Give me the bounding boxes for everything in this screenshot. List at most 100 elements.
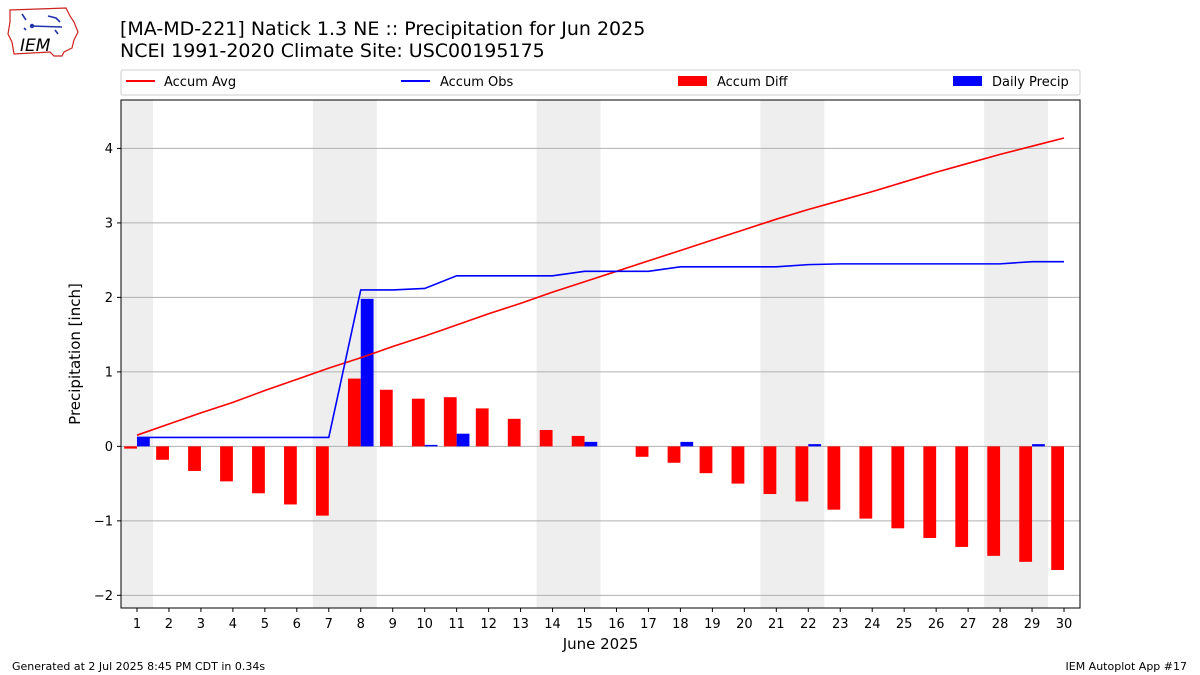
line-accum-avg <box>136 137 1065 436</box>
weekend-band-2 <box>536 100 601 608</box>
x-tick-label: 22 <box>800 617 817 632</box>
x-tick-label: 20 <box>736 617 753 632</box>
generated-timestamp: Generated at 2 Jul 2025 8:45 PM CDT in 0… <box>12 660 266 673</box>
x-tick-label: 28 <box>992 617 1009 632</box>
chart-subtitle: NCEI 1991-2020 Climate Site: USC00195175 <box>120 40 545 62</box>
bar-daily-precip-day-11 <box>456 433 470 447</box>
bar-accum-diff-day-11 <box>443 397 457 447</box>
chart-title: [MA-MD-221] Natick 1.3 NE :: Precipitati… <box>120 18 646 40</box>
weekend-band-3 <box>760 100 825 608</box>
y-tick-label: 1 <box>105 365 113 380</box>
bar-accum-diff-day-25 <box>891 446 905 529</box>
x-tick-label: 9 <box>389 617 397 632</box>
bar-accum-diff-day-6 <box>284 446 297 505</box>
bar-accum-diff-day-5 <box>252 446 265 494</box>
bar-accum-diff-day-14 <box>539 429 553 447</box>
bar-accum-diff-day-7 <box>315 446 329 516</box>
bar-accum-diff-day-18 <box>667 446 681 463</box>
x-tick-label: 6 <box>293 617 301 632</box>
y-tick-label: 3 <box>105 216 113 231</box>
x-tick-label: 11 <box>448 617 465 632</box>
bar-accum-diff-day-2 <box>156 446 169 460</box>
weather-symbols-icon <box>21 13 63 35</box>
y-axis-label: Precipitation [inch] <box>66 283 84 425</box>
bar-accum-diff-day-1 <box>124 446 137 449</box>
legend-swatch-accum-diff <box>678 76 707 86</box>
bar-accum-diff-day-15 <box>571 435 585 447</box>
x-tick-label: 21 <box>768 617 785 632</box>
bar-accum-diff-day-3 <box>188 446 201 471</box>
x-tick-label: 19 <box>704 617 721 632</box>
x-tick-label: 13 <box>512 617 529 632</box>
bar-accum-diff-day-22 <box>795 446 809 502</box>
bar-daily-precip-day-10 <box>424 444 438 447</box>
x-tick-label: 10 <box>416 617 433 632</box>
weekend-shading-layer <box>121 100 1049 608</box>
legend-frame <box>120 69 1081 96</box>
y-tick-label: 0 <box>105 440 113 455</box>
legend-label-accum-obs: Accum Obs <box>440 75 513 90</box>
legend-label-daily-precip: Daily Precip <box>992 75 1069 90</box>
bar-daily-precip-day-29 <box>1032 444 1045 447</box>
bar-accum-diff-day-28 <box>987 446 1001 556</box>
bar-accum-diff-day-29 <box>1019 446 1033 562</box>
x-tick-label: 12 <box>480 617 497 632</box>
bar-accum-diff-day-23 <box>827 446 841 510</box>
line-accum-obs <box>136 260 1065 439</box>
bar-accum-diff-day-24 <box>859 446 873 519</box>
bar-accum-diff-day-13 <box>507 418 521 447</box>
bar-accum-diff-day-12 <box>475 408 489 447</box>
x-tick-label: 15 <box>576 617 593 632</box>
x-tick-label: 27 <box>960 617 977 632</box>
bar-daily-precip-day-1 <box>136 437 150 447</box>
x-tick-label: 23 <box>832 617 849 632</box>
x-tick-label: 17 <box>640 617 657 632</box>
legend: Accum Avg Accum Obs Accum Diff Daily Pre… <box>120 69 1081 96</box>
bar-accum-diff-day-20 <box>731 446 745 484</box>
y-tick-label: −1 <box>94 514 113 529</box>
bar-accum-diff-day-21 <box>763 446 777 495</box>
x-tick-label: 8 <box>357 617 365 632</box>
x-tick-label: 16 <box>608 617 625 632</box>
bar-accum-diff-day-26 <box>923 446 937 538</box>
legend-label-accum-avg: Accum Avg <box>164 75 236 90</box>
bar-accum-diff-day-27 <box>955 446 969 547</box>
legend-swatch-daily-precip <box>953 76 982 86</box>
x-tick-label: 1 <box>133 617 141 632</box>
bar-accum-diff-day-17 <box>635 446 649 457</box>
x-tick-label: 29 <box>1024 617 1041 632</box>
y-tick-label: 2 <box>105 291 113 306</box>
bar-accum-diff-day-8 <box>347 378 361 447</box>
bar-daily-precip-day-22 <box>808 444 822 447</box>
y-tick-label: 4 <box>105 142 113 157</box>
x-tick-label: 25 <box>896 617 913 632</box>
legend-label-accum-diff: Accum Diff <box>717 75 789 90</box>
x-tick-label: 3 <box>197 617 205 632</box>
y-tick-label: −2 <box>94 589 113 604</box>
x-tick-label: 14 <box>544 617 561 632</box>
x-axis-label: June 2025 <box>562 635 639 653</box>
x-tick-label: 30 <box>1056 617 1073 632</box>
bar-daily-precip-day-8 <box>360 298 374 447</box>
x-tick-label: 7 <box>325 617 333 632</box>
bar-accum-diff-day-4 <box>220 446 233 482</box>
lines-layer <box>136 137 1065 439</box>
iem-logo: IEM <box>7 7 79 57</box>
bar-daily-precip-day-15 <box>584 441 598 447</box>
x-tick-label: 4 <box>229 617 237 632</box>
plot-area-frame <box>120 99 1081 609</box>
x-tick-label: 5 <box>261 617 269 632</box>
gridlines-layer <box>121 147 1080 596</box>
x-tick-label: 2 <box>165 617 173 632</box>
app-credit: IEM Autoplot App #17 <box>1065 660 1188 673</box>
bar-accum-diff-day-9 <box>379 389 393 447</box>
bar-accum-diff-day-10 <box>411 398 425 447</box>
x-tick-label: 24 <box>864 617 881 632</box>
bar-daily-precip-day-18 <box>680 441 694 447</box>
x-tick-label: 18 <box>672 617 689 632</box>
weekend-band-0 <box>121 100 153 608</box>
x-tick-label: 26 <box>928 617 945 632</box>
bars-layer <box>124 298 1065 571</box>
